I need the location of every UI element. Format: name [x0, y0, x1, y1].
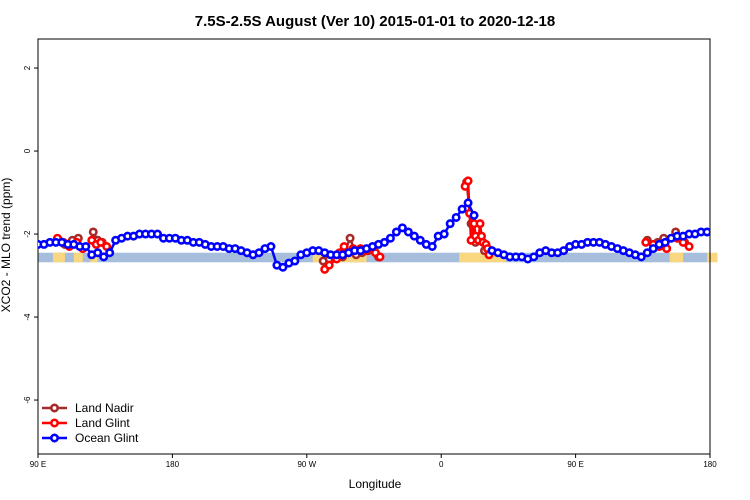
data-point	[559, 246, 569, 256]
land-segment	[73, 252, 83, 263]
data-point	[529, 252, 539, 262]
legend-marker	[49, 418, 59, 428]
data-point	[660, 237, 670, 247]
data-point	[391, 227, 401, 237]
data-point	[375, 252, 385, 262]
chart-title: 7.5S-2.5S August (Ver 10) 2015-01-01 to …	[195, 13, 555, 30]
x-axis-label: Longitude	[349, 477, 402, 491]
data-point	[445, 219, 455, 229]
x-tick-label: 90 E	[30, 460, 46, 469]
data-point	[266, 242, 276, 252]
data-point	[451, 212, 461, 222]
data-point	[702, 227, 710, 237]
data-point	[96, 237, 106, 247]
data-point	[345, 233, 355, 243]
data-point	[409, 231, 419, 241]
legend-marker	[49, 403, 59, 413]
data-point	[379, 237, 389, 247]
data-point	[81, 242, 91, 252]
data-point	[88, 227, 98, 237]
data-point	[105, 248, 115, 258]
data-point	[397, 223, 407, 233]
data-point	[324, 260, 334, 270]
x-tick-label: 180	[703, 460, 717, 469]
land-segment	[52, 252, 65, 263]
ocean-band	[38, 252, 710, 263]
data-point	[290, 256, 300, 266]
data-point	[254, 248, 264, 258]
y-tick-label: -6	[23, 396, 32, 404]
data-point	[278, 262, 288, 272]
data-point	[152, 229, 162, 239]
data-point	[684, 242, 694, 252]
x-tick-label: 180	[166, 460, 180, 469]
data-point	[469, 210, 479, 220]
y-tick-label: 0	[23, 148, 32, 153]
legend-label: Land Nadir	[75, 401, 134, 415]
data-point	[439, 229, 449, 239]
data-point	[99, 252, 109, 262]
data-point	[648, 244, 658, 254]
data-point	[415, 235, 425, 245]
legend-label: Ocean Glint	[75, 431, 139, 445]
x-tick-label: 0	[439, 460, 444, 469]
land-segment	[669, 252, 684, 263]
data-point	[475, 219, 485, 229]
y-axis-label: XCO2 - MLO trend (ppm)	[0, 178, 13, 313]
land-segment	[707, 252, 718, 263]
data-point	[457, 204, 467, 214]
data-point	[642, 248, 652, 258]
data-point	[463, 198, 473, 208]
legend-label: Land Glint	[75, 416, 130, 430]
y-tick-label: -4	[23, 313, 32, 321]
y-tick-label: 2	[23, 65, 32, 70]
data-point	[463, 176, 473, 186]
data-point	[385, 233, 395, 243]
x-tick-label: 90 E	[567, 460, 583, 469]
data-point	[93, 248, 103, 258]
series-ocean-glint	[38, 198, 710, 272]
plot-area: 90 E 180 90 W 0 90 E 180 -6 -4 -2 0 2	[23, 38, 718, 469]
y-tick-label: -2	[23, 230, 32, 238]
data-point	[427, 242, 437, 252]
data-point	[641, 237, 651, 247]
x-tick-label: 90 W	[297, 460, 316, 469]
legend-marker	[49, 433, 59, 443]
data-point	[403, 227, 413, 237]
data-point	[636, 252, 646, 262]
data-point	[339, 242, 349, 252]
land-segment	[459, 252, 506, 263]
